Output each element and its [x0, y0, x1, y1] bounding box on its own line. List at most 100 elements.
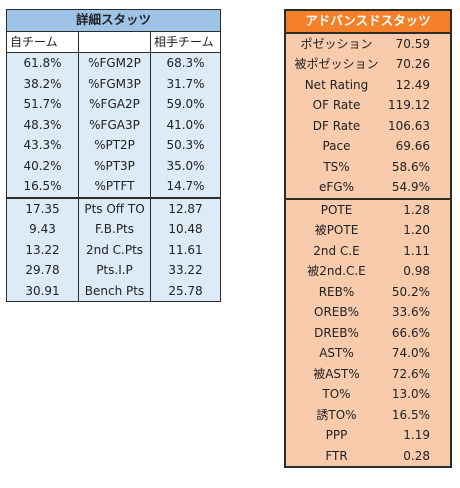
opp-value[interactable]: 31.7% [150, 73, 221, 94]
stat-label[interactable]: OF Rate [284, 95, 387, 116]
own-value[interactable]: 29.78 [6, 260, 79, 281]
opp-value[interactable]: 33.22 [150, 260, 221, 281]
own-value[interactable]: 13.22 [6, 239, 79, 260]
stat-label[interactable]: 被ポゼッション [284, 54, 387, 75]
stat-label[interactable]: DREB% [284, 322, 387, 343]
stat-label[interactable]: 2nd C.Pts [78, 239, 151, 260]
stat-value[interactable]: 66.6% [387, 322, 452, 343]
stat-value[interactable]: 13.0% [387, 384, 452, 405]
table-row: 17.35 Pts Off TO 12.87 [6, 196, 221, 219]
table-row: TO% 13.0% [284, 384, 452, 405]
stat-value[interactable]: 16.5% [387, 404, 452, 425]
stat-label[interactable]: Net Rating [284, 74, 387, 95]
stat-label[interactable]: Pace [284, 136, 387, 157]
stat-label[interactable]: OREB% [284, 302, 387, 323]
stat-label[interactable]: ポゼッション [284, 32, 387, 54]
opp-value[interactable]: 50.3% [150, 135, 221, 156]
stat-label[interactable]: DF Rate [284, 115, 387, 136]
opp-value[interactable]: 11.61 [150, 239, 221, 260]
stat-label[interactable]: Bench Pts [78, 280, 151, 302]
table-row: AST% 74.0% [284, 343, 452, 364]
detail-stats-title[interactable]: 詳細スタッツ [6, 9, 221, 32]
own-value[interactable]: 9.43 [6, 219, 79, 240]
stat-label[interactable]: %PTFT [78, 176, 151, 198]
stat-label[interactable]: %FGM2P [78, 52, 151, 74]
stat-value[interactable]: 33.6% [387, 302, 452, 323]
own-value[interactable]: 16.5% [6, 176, 79, 198]
own-value[interactable]: 30.91 [6, 280, 79, 302]
stat-label[interactable]: %FGA2P [78, 94, 151, 115]
table-row: PPP 1.19 [284, 425, 452, 446]
advanced-stats-table: アドバンスドスタッツ ポゼッション 70.59 被ポゼッション 70.26 Ne… [284, 9, 452, 468]
table-row: 40.2% %PT3P 35.0% [6, 155, 221, 176]
header-opponent-team[interactable]: 相手チーム [150, 30, 221, 53]
stat-value[interactable]: 70.59 [387, 32, 452, 54]
stat-label[interactable]: TO% [284, 384, 387, 405]
stat-value[interactable]: 119.12 [387, 95, 452, 116]
advanced-stats-title[interactable]: アドバンスドスタッツ [284, 9, 452, 34]
stat-label[interactable]: 2nd C.E [284, 240, 387, 261]
own-value[interactable]: 51.7% [6, 94, 79, 115]
opp-value[interactable]: 10.48 [150, 219, 221, 240]
stat-value[interactable]: 0.98 [387, 261, 452, 282]
stat-value[interactable]: 58.6% [387, 156, 452, 177]
stat-value[interactable]: 72.6% [387, 363, 452, 384]
stat-value[interactable]: 1.20 [387, 220, 452, 241]
stat-value[interactable]: 1.28 [387, 197, 452, 220]
stat-label[interactable]: %PT3P [78, 155, 151, 176]
table-row: 30.91 Bench Pts 25.78 [6, 280, 221, 302]
opp-value[interactable]: 12.87 [150, 196, 221, 219]
stat-value[interactable]: 69.66 [387, 136, 452, 157]
table-row: 61.8% %FGM2P 68.3% [6, 52, 221, 74]
stat-value[interactable]: 1.19 [387, 425, 452, 446]
stat-label[interactable]: POTE [284, 197, 387, 220]
table-row: DREB% 66.6% [284, 322, 452, 343]
stat-label[interactable]: eFG% [284, 177, 387, 199]
own-value[interactable]: 17.35 [6, 196, 79, 219]
opp-value[interactable]: 59.0% [150, 94, 221, 115]
stat-label[interactable]: %PT2P [78, 135, 151, 156]
table-row: POTE 1.28 [284, 197, 452, 220]
table-row: DF Rate 106.63 [284, 115, 452, 136]
opp-value[interactable]: 14.7% [150, 176, 221, 198]
table-row: REB% 50.2% [284, 281, 452, 302]
stat-label[interactable]: %FGA3P [78, 114, 151, 135]
opp-value[interactable]: 35.0% [150, 155, 221, 176]
own-value[interactable]: 43.3% [6, 135, 79, 156]
opp-value[interactable]: 25.78 [150, 280, 221, 302]
opp-value[interactable]: 41.0% [150, 114, 221, 135]
stat-value[interactable]: 106.63 [387, 115, 452, 136]
stat-label[interactable]: F.B.Pts [78, 219, 151, 240]
table-row: 43.3% %PT2P 50.3% [6, 135, 221, 156]
stat-label[interactable]: PPP [284, 425, 387, 446]
stat-label[interactable]: %FGM3P [78, 73, 151, 94]
table-row: 13.22 2nd C.Pts 11.61 [6, 239, 221, 260]
table-row: 48.3% %FGA3P 41.0% [6, 114, 221, 135]
header-stat[interactable] [78, 30, 151, 53]
stat-label[interactable]: AST% [284, 343, 387, 364]
own-value[interactable]: 61.8% [6, 52, 79, 74]
stat-label[interactable]: 誘TO% [284, 404, 387, 425]
detail-stats-table: 詳細スタッツ 自チーム 相手チーム 61.8% %FGM2P 68.3% 38.… [6, 9, 221, 302]
stat-value[interactable]: 0.28 [387, 445, 452, 468]
stat-value[interactable]: 54.9% [387, 177, 452, 199]
stat-value[interactable]: 12.49 [387, 74, 452, 95]
own-value[interactable]: 38.2% [6, 73, 79, 94]
stat-label[interactable]: 被POTE [284, 220, 387, 241]
stat-label[interactable]: REB% [284, 281, 387, 302]
stat-label[interactable]: 被2nd.C.E [284, 261, 387, 282]
own-value[interactable]: 48.3% [6, 114, 79, 135]
stat-label[interactable]: TS% [284, 156, 387, 177]
stat-label[interactable]: Pts.I.P [78, 260, 151, 281]
stat-value[interactable]: 50.2% [387, 281, 452, 302]
stat-value[interactable]: 1.11 [387, 240, 452, 261]
stat-value[interactable]: 74.0% [387, 343, 452, 364]
header-own-team[interactable]: 自チーム [6, 30, 79, 53]
table-row: 51.7% %FGA2P 59.0% [6, 94, 221, 115]
stat-label[interactable]: FTR [284, 445, 387, 468]
stat-label[interactable]: 被AST% [284, 363, 387, 384]
stat-label[interactable]: Pts Off TO [78, 196, 151, 219]
own-value[interactable]: 40.2% [6, 155, 79, 176]
stat-value[interactable]: 70.26 [387, 54, 452, 75]
opp-value[interactable]: 68.3% [150, 52, 221, 74]
